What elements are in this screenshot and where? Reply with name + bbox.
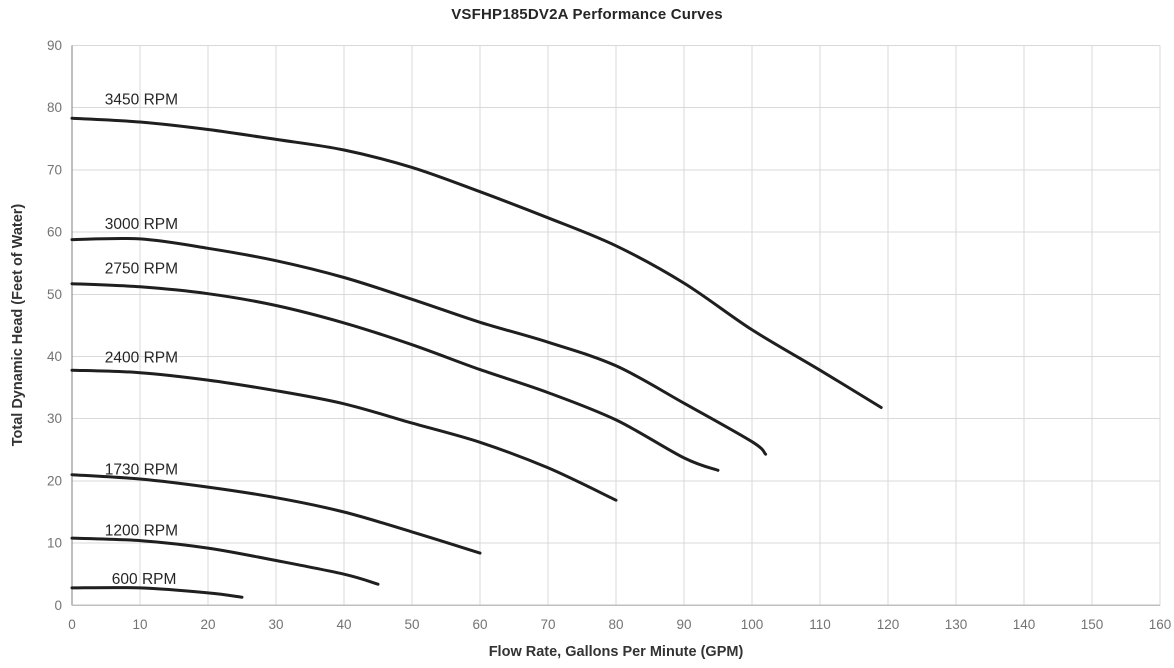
y-tick-label: 70 — [47, 162, 62, 177]
x-tick-label: 60 — [472, 617, 487, 632]
curve-2750-rpm — [70, 282, 720, 472]
curve-3450-rpm — [70, 116, 883, 409]
x-tick-label: 90 — [676, 617, 691, 632]
y-tick-label: 40 — [47, 349, 62, 364]
x-tick-label: 70 — [540, 617, 555, 632]
x-tick-label: 120 — [877, 617, 900, 632]
y-gridlines — [72, 45, 1160, 544]
x-tick-label: 30 — [268, 617, 283, 632]
x-tick-label: 80 — [608, 617, 623, 632]
curve-label-600-rpm: 600 RPM — [112, 571, 177, 588]
curve-labels: 3450 RPM 3000 RPM 2750 RPM 2400 RPM 1730 RPM… — [105, 92, 178, 589]
x-tick-label: 130 — [945, 617, 968, 632]
x-gridlines — [139, 45, 1161, 606]
curve-label-3000-rpm: 3000 RPM — [105, 216, 178, 233]
y-axis-title: Total Dynamic Head (Feet of Water) — [10, 203, 26, 447]
y-tick-label: 30 — [47, 411, 62, 426]
y-tick-label: 0 — [54, 598, 62, 613]
x-tick-label: 140 — [1013, 617, 1036, 632]
x-tick-labels: 0 10 20 30 40 50 60 70 80 90 100 110 120 130 140 150 160 — [68, 617, 1171, 632]
y-tick-label: 60 — [47, 225, 62, 240]
x-tick-label: 110 — [809, 617, 831, 632]
curve-label-1730-rpm: 1730 RPM — [105, 462, 178, 479]
y-tick-label: 20 — [47, 473, 62, 488]
curve-label-1200-rpm: 1200 RPM — [105, 523, 178, 540]
curve-600-rpm — [70, 586, 244, 599]
curve-2400-rpm — [70, 368, 618, 502]
y-tick-label: 80 — [47, 100, 62, 115]
y-tick-label: 90 — [47, 38, 62, 53]
y-tick-labels: 0 10 20 30 40 50 60 70 80 90 — [47, 38, 62, 613]
x-axis-title: Flow Rate, Gallons Per Minute (GPM) — [488, 644, 744, 660]
x-tick-label: 0 — [68, 617, 76, 632]
curve-label-3450-rpm: 3450 RPM — [105, 92, 178, 109]
curve-3000-rpm — [70, 236, 768, 456]
x-tick-label: 20 — [200, 617, 215, 632]
x-tick-label: 10 — [132, 617, 147, 632]
curve-1730-rpm — [70, 473, 482, 555]
x-tick-label: 40 — [336, 617, 351, 632]
y-tick-label: 10 — [47, 536, 62, 551]
x-tick-label: 50 — [404, 617, 419, 632]
curve-1200-rpm — [70, 536, 380, 586]
chart-title: VSFHP185DV2A Performance Curves — [451, 6, 723, 23]
curve-label-2400-rpm: 2400 RPM — [105, 350, 178, 367]
rpm-curves — [70, 116, 883, 599]
x-tick-label: 150 — [1081, 617, 1104, 632]
curve-label-2750-rpm: 2750 RPM — [105, 261, 178, 278]
x-tick-label: 100 — [741, 617, 764, 632]
x-tick-label: 160 — [1149, 617, 1172, 632]
y-tick-label: 50 — [47, 287, 62, 302]
